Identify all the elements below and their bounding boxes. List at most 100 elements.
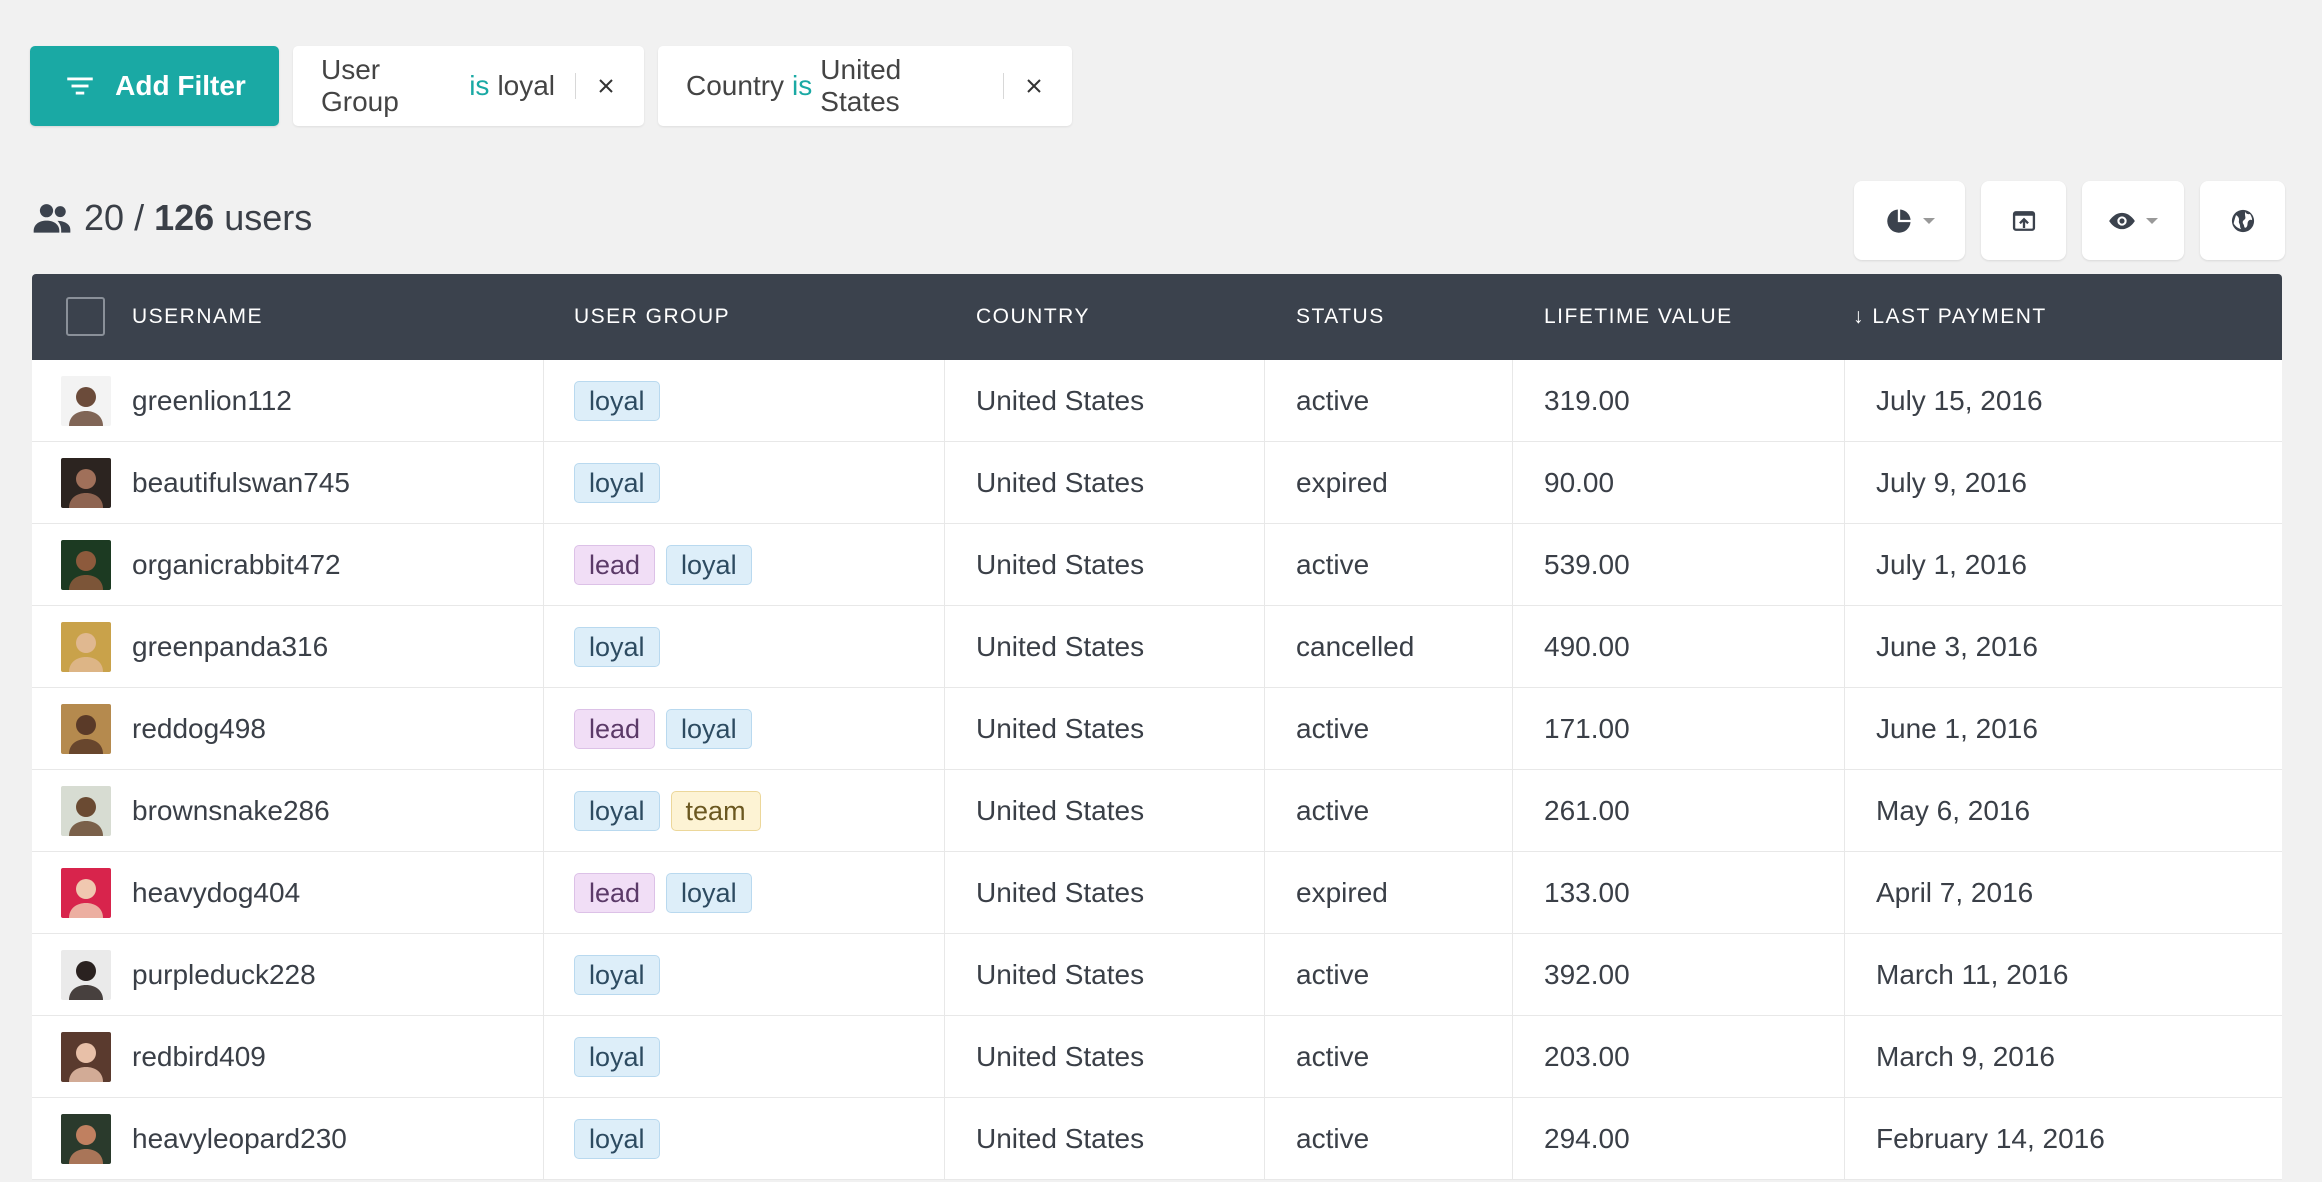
- group-tag[interactable]: team: [670, 791, 761, 831]
- column-header-country[interactable]: COUNTRY: [976, 305, 1090, 328]
- table-row[interactable]: heavydog404 lead loyal United States expired…: [32, 852, 2282, 934]
- table-row[interactable]: organicrabbit472 lead loyal United States ac…: [32, 524, 2282, 606]
- username-link[interactable]: heavydog404: [132, 877, 301, 908]
- column-divider: [1512, 360, 1513, 441]
- filter-chip-field: User Group: [321, 54, 399, 117]
- table-row[interactable]: redbird409 loyal United States active 203.00…: [32, 1016, 2282, 1098]
- table-row[interactable]: purpleduck228 loyal United States active 392…: [32, 934, 2282, 1016]
- table-row[interactable]: greenlion112 loyal United States active 319.…: [32, 360, 2282, 442]
- column-divider: [1264, 606, 1265, 687]
- avatar[interactable]: [61, 868, 111, 918]
- lifetime-value-cell: 90.00: [1544, 467, 1615, 498]
- avatar[interactable]: [61, 704, 111, 754]
- status-cell: active: [1296, 713, 1370, 744]
- globe-button[interactable]: [2200, 181, 2285, 260]
- filter-chip-country[interactable]: Country is United States: [658, 46, 1072, 126]
- table-row[interactable]: beautifulswan745 loyal United States expire…: [32, 442, 2282, 524]
- avatar[interactable]: [61, 458, 111, 508]
- avatar[interactable]: [61, 376, 111, 426]
- group-tag[interactable]: loyal: [666, 709, 752, 749]
- column-divider: [543, 442, 544, 523]
- add-filter-button[interactable]: Add Filter: [30, 46, 279, 126]
- username-link[interactable]: purpleduck228: [132, 959, 316, 990]
- column-divider: [1844, 1016, 1845, 1097]
- column-divider: [1512, 1016, 1513, 1097]
- export-icon: [2012, 210, 2035, 231]
- chip-divider: [575, 73, 576, 99]
- group-tag[interactable]: lead: [574, 873, 656, 913]
- column-header-user-group[interactable]: USER GROUP: [574, 305, 731, 328]
- filter-chip-value: United States: [820, 54, 902, 117]
- user-group-cell: loyal: [574, 442, 671, 524]
- status-cell: cancelled: [1296, 631, 1415, 662]
- username-link[interactable]: greenlion112: [132, 385, 292, 416]
- column-divider: [944, 852, 945, 933]
- column-divider: [1264, 442, 1265, 523]
- username-link[interactable]: greenpanda316: [132, 631, 329, 662]
- username-link[interactable]: organicrabbit472: [132, 549, 341, 580]
- column-divider: [1512, 852, 1513, 933]
- column-divider: [1844, 688, 1845, 769]
- group-tag[interactable]: loyal: [574, 791, 660, 831]
- group-tag[interactable]: loyal: [574, 381, 660, 421]
- lifetime-value-cell: 294.00: [1544, 1123, 1630, 1154]
- group-tag[interactable]: loyal: [574, 1037, 660, 1077]
- column-divider: [1844, 606, 1845, 687]
- lifetime-value-cell: 490.00: [1544, 631, 1630, 662]
- total-count: 126: [154, 197, 215, 238]
- avatar[interactable]: [61, 540, 111, 590]
- column-divider: [543, 688, 544, 769]
- remove-filter-close-icon[interactable]: [596, 76, 616, 96]
- group-tag[interactable]: loyal: [666, 873, 752, 913]
- column-header-username[interactable]: USERNAME: [132, 305, 264, 328]
- column-divider: [944, 1016, 945, 1097]
- group-tag[interactable]: loyal: [574, 955, 660, 995]
- remove-filter-close-icon[interactable]: [1024, 76, 1044, 96]
- filter-chip-operator: is: [469, 70, 490, 101]
- status-cell: active: [1296, 385, 1370, 416]
- filter-chip-user-group[interactable]: User Group is loyal: [293, 46, 644, 126]
- chart-menu-button[interactable]: [1854, 181, 1965, 260]
- column-divider: [1264, 688, 1265, 769]
- column-header-last-payment[interactable]: ↓ LAST PAYMENT: [1853, 305, 2047, 328]
- country-cell: United States: [976, 385, 1145, 416]
- username-link[interactable]: brownsnake286: [132, 795, 330, 826]
- avatar[interactable]: [61, 1032, 111, 1082]
- column-divider: [1844, 442, 1845, 523]
- column-divider: [944, 770, 945, 851]
- group-tag[interactable]: loyal: [574, 627, 660, 667]
- avatar[interactable]: [61, 1114, 111, 1164]
- username-link[interactable]: beautifulswan745: [132, 467, 350, 498]
- avatar[interactable]: [61, 786, 111, 836]
- status-cell: expired: [1296, 877, 1388, 908]
- count-unit: users: [224, 197, 313, 238]
- select-all-checkbox[interactable]: [66, 297, 105, 336]
- username-link[interactable]: reddog498: [132, 713, 266, 744]
- table-row[interactable]: greenpanda316 loyal United States cancelled…: [32, 606, 2282, 688]
- avatar[interactable]: [61, 622, 111, 672]
- export-button[interactable]: [1981, 181, 2066, 260]
- group-tag[interactable]: lead: [574, 545, 656, 585]
- table-row[interactable]: heavyleopard230 loyal United States active 2…: [32, 1098, 2282, 1180]
- column-header-status[interactable]: STATUS: [1296, 305, 1385, 328]
- column-header-lifetime-value[interactable]: LIFETIME VALUE: [1544, 305, 1733, 328]
- group-tag[interactable]: loyal: [574, 1119, 660, 1159]
- visibility-menu-button[interactable]: [2082, 181, 2184, 260]
- column-divider: [1512, 606, 1513, 687]
- country-cell: United States: [976, 1041, 1145, 1072]
- group-tag[interactable]: lead: [574, 709, 656, 749]
- pie-chart-icon: [1886, 208, 1911, 233]
- table-row[interactable]: brownsnake286 loyal team United States activ…: [32, 770, 2282, 852]
- username-link[interactable]: redbird409: [132, 1041, 266, 1072]
- group-tag[interactable]: loyal: [666, 545, 752, 585]
- username-link[interactable]: heavyleopard230: [132, 1123, 347, 1154]
- table-body: greenlion112 loyal United States active 319.…: [32, 360, 2282, 1180]
- table-header: USERNAME USER GROUP COUNTRY STATUS LIFET…: [32, 274, 2282, 360]
- lifetime-value-cell: 171.00: [1544, 713, 1630, 744]
- lifetime-value-cell: 133.00: [1544, 877, 1630, 908]
- column-divider: [1264, 524, 1265, 605]
- table-row[interactable]: reddog498 lead loyal United States active 171…: [32, 688, 2282, 770]
- avatar[interactable]: [61, 950, 111, 1000]
- column-divider: [1844, 934, 1845, 1015]
- group-tag[interactable]: loyal: [574, 463, 660, 503]
